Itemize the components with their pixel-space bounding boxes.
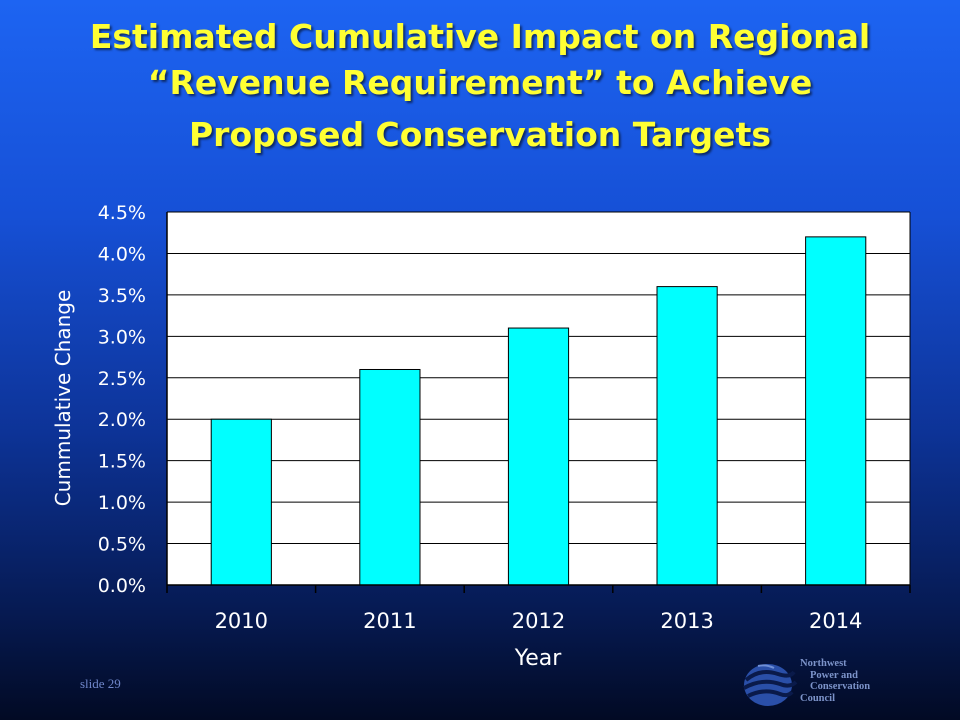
x-tick-label: 2011	[363, 609, 416, 633]
title-line-3: Proposed Conservation Targets	[189, 115, 771, 154]
x-tick-label: 2010	[215, 609, 268, 633]
bar	[210, 418, 272, 586]
y-tick-label: 2.0%	[98, 409, 146, 431]
x-tick-labels: 2010 2011 2012 2013 2014	[215, 609, 863, 633]
x-tick-label: 2012	[512, 609, 565, 633]
x-tick-label: 2013	[660, 609, 713, 633]
title-line-2: “Revenue Requirement” to Achieve	[147, 63, 813, 102]
y-tick-label: 4.5%	[98, 202, 146, 224]
y-tick-label: 1.5%	[98, 451, 146, 473]
y-tick-label: 2.5%	[98, 368, 146, 390]
organization-logo: Northwest Power and Conservation Council	[740, 656, 900, 714]
y-tick-label: 0.0%	[98, 575, 146, 597]
bar	[359, 368, 421, 586]
y-tick-labels: 0.0% 0.5% 1.0% 1.5% 2.0% 2.5% 3.0% 3.5% 4.0% 4.5%	[98, 202, 146, 597]
y-tick-label: 3.0%	[98, 326, 146, 348]
organization-name: Northwest Power and Conservation Council	[800, 658, 870, 704]
title-line-1: Estimated Cumulative Impact on Regional	[89, 17, 871, 56]
bar	[507, 327, 570, 586]
bar	[805, 236, 867, 586]
y-axis-label: Cummulative Change	[51, 290, 75, 507]
org-line-3: Conservation	[810, 681, 871, 692]
x-tick-label: 2014	[809, 609, 862, 633]
council-swirl-logo-icon	[743, 664, 798, 706]
y-tick-label: 3.5%	[98, 285, 146, 307]
y-tick-label: 4.0%	[98, 243, 146, 265]
y-tick-label: 1.0%	[98, 492, 146, 514]
x-axis-label: Year	[514, 646, 563, 671]
slide-number: slide 29	[80, 676, 121, 691]
bar	[656, 286, 718, 586]
org-line-2: Power and	[810, 669, 858, 681]
org-line-4: Council	[800, 692, 836, 704]
axes	[166, 212, 911, 593]
slide-title: Estimated Cumulative Impact on Regional …	[40, 14, 920, 158]
bars	[210, 236, 867, 586]
org-line-1: Northwest	[800, 658, 847, 669]
y-tick-label: 0.5%	[98, 534, 146, 556]
